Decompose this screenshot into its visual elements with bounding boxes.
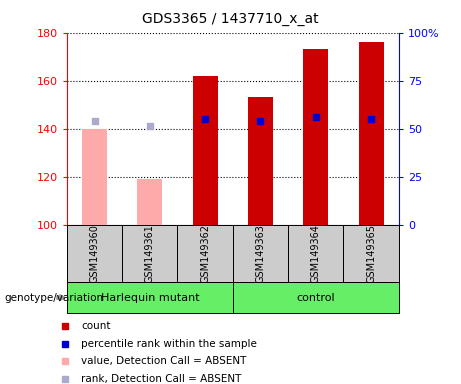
Bar: [193, 76, 218, 225]
Bar: [137, 179, 162, 225]
Bar: [177, 225, 233, 282]
Bar: [359, 42, 384, 225]
Text: control: control: [296, 293, 335, 303]
Text: GSM149362: GSM149362: [200, 224, 210, 283]
Bar: [67, 225, 122, 282]
Bar: [288, 225, 343, 282]
Bar: [82, 129, 107, 225]
Text: GSM149364: GSM149364: [311, 224, 321, 283]
Bar: [303, 50, 328, 225]
Text: GSM149361: GSM149361: [145, 224, 155, 283]
Text: GSM149360: GSM149360: [89, 224, 100, 283]
Text: GSM149365: GSM149365: [366, 224, 376, 283]
Bar: [343, 225, 399, 282]
Text: GSM149363: GSM149363: [255, 224, 266, 283]
Text: GDS3365 / 1437710_x_at: GDS3365 / 1437710_x_at: [142, 12, 319, 25]
Text: Harlequin mutant: Harlequin mutant: [100, 293, 199, 303]
Text: count: count: [81, 321, 111, 331]
Text: genotype/variation: genotype/variation: [5, 293, 104, 303]
Bar: [122, 225, 177, 282]
Bar: [248, 98, 273, 225]
Bar: [233, 282, 399, 313]
Text: percentile rank within the sample: percentile rank within the sample: [81, 339, 257, 349]
Text: rank, Detection Call = ABSENT: rank, Detection Call = ABSENT: [81, 374, 242, 384]
Text: value, Detection Call = ABSENT: value, Detection Call = ABSENT: [81, 356, 247, 366]
Bar: [233, 225, 288, 282]
Bar: [67, 282, 233, 313]
